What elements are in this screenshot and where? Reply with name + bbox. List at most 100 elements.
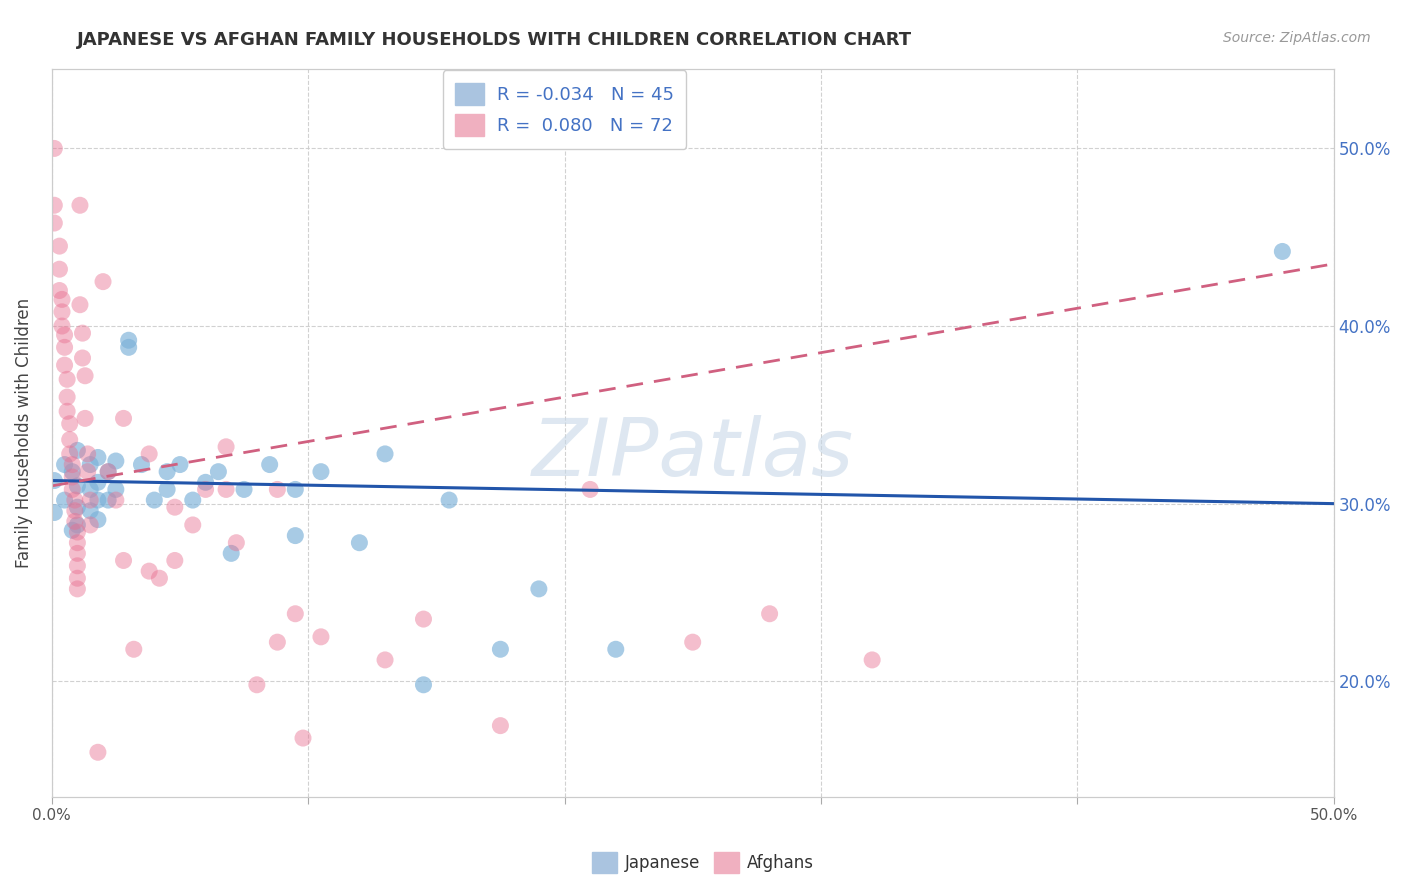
Point [60,470,83,484]
Point [66,546,89,560]
Point [97,465,120,479]
Point [63,493,86,508]
Point [605,642,627,657]
Point [374,653,396,667]
Point [48,239,70,253]
Point [259,458,281,472]
Point [412,678,434,692]
Point [87,493,110,508]
Point [860,653,883,667]
Point [292,731,315,745]
Point [219,546,242,560]
Point [69,198,91,212]
Point [48,284,70,298]
Point [169,458,191,472]
Text: JAPANESE VS AFGHAN FAMILY HOUSEHOLDS WITH CHILDREN CORRELATION CHART: JAPANESE VS AFGHAN FAMILY HOUSEHOLDS WIT… [77,31,912,49]
Point [87,475,110,490]
Point [79,493,101,508]
Point [66,535,89,549]
Point [266,483,288,497]
Point [131,458,153,472]
Text: Source: ZipAtlas.com: Source: ZipAtlas.com [1223,31,1371,45]
Point [194,483,217,497]
Point [97,465,120,479]
Point [48,262,70,277]
Point [118,333,141,347]
Point [87,513,110,527]
Point [56,372,79,386]
Point [51,293,73,307]
Point [374,447,396,461]
Point [284,483,307,497]
Point [53,340,76,354]
Point [412,612,434,626]
Point [53,358,76,372]
Y-axis label: Family Households with Children: Family Households with Children [15,298,32,567]
Point [66,524,89,539]
Point [60,458,83,472]
Point [138,447,160,461]
Point [79,504,101,518]
Point [527,582,550,596]
Point [215,483,238,497]
Point [104,493,127,508]
Point [489,718,512,732]
Point [56,390,79,404]
Point [215,440,238,454]
Point [112,553,135,567]
Point [284,607,307,621]
Point [60,483,83,497]
Point [349,535,371,549]
Point [437,493,460,508]
Point [489,642,512,657]
Point [246,678,269,692]
Point [60,465,83,479]
Point [163,500,186,515]
Point [76,465,98,479]
Point [53,493,76,508]
Point [66,582,89,596]
Point [181,518,204,533]
Point [112,411,135,425]
Point [163,553,186,567]
Point [91,275,114,289]
Point [79,518,101,533]
Point [156,465,179,479]
Point [87,450,110,465]
Point [194,475,217,490]
Text: ZIPatlas: ZIPatlas [531,416,853,493]
Point [97,493,120,508]
Point [758,607,780,621]
Point [72,351,94,365]
Point [44,198,66,212]
Point [66,500,89,515]
Legend: Japanese, Afghans: Japanese, Afghans [585,846,821,880]
Point [118,340,141,354]
Point [266,635,288,649]
Point [59,447,82,461]
Point [76,447,98,461]
Point [66,443,89,458]
Point [181,493,204,508]
Point [63,504,86,518]
Point [59,417,82,431]
Point [72,326,94,340]
Point [225,535,247,549]
Point [143,493,166,508]
Point [69,298,91,312]
Point [44,216,66,230]
Point [66,479,89,493]
Point [284,528,307,542]
Point [51,305,73,319]
Point [122,642,145,657]
Point [309,465,332,479]
Point [148,571,170,585]
Point [138,564,160,578]
Point [53,327,76,342]
Point [682,635,704,649]
Point [63,515,86,529]
Point [156,483,179,497]
Point [579,483,602,497]
Point [79,458,101,472]
Point [66,558,89,573]
